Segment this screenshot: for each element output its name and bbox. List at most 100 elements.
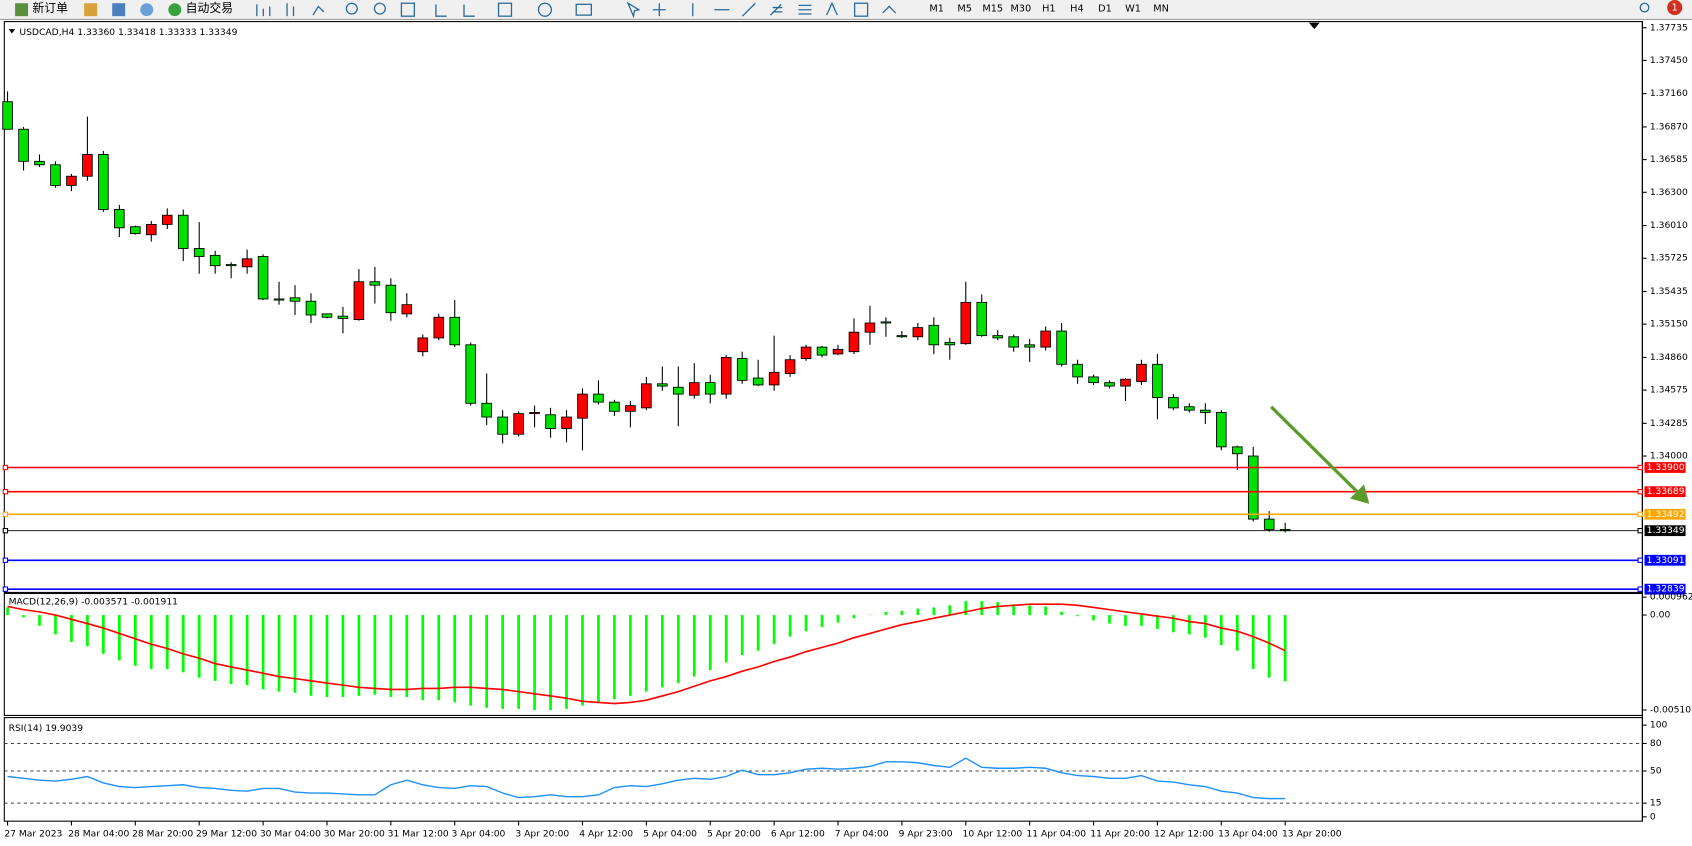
x-tick-label: 6 Apr 12:00 [771, 829, 825, 840]
x-tick-label: 27 Mar 2023 [4, 829, 62, 840]
button-label: 自动交易 [186, 1, 233, 15]
timeframe-button[interactable]: H4 [1070, 4, 1083, 15]
candle-body [704, 382, 716, 395]
icon[interactable] [497, 2, 513, 17]
toolbar [0, 0, 1692, 20]
candle-body [816, 346, 828, 356]
icon[interactable] [400, 2, 416, 17]
candle-body [864, 322, 876, 333]
candle-body [1200, 409, 1211, 413]
candle-body [1040, 330, 1051, 348]
icon[interactable] [84, 3, 98, 17]
level-label-box [1644, 525, 1686, 537]
level-label: 1.33689 [1647, 486, 1685, 497]
x-tick-label: 9 Apr 23:00 [899, 829, 953, 840]
candle-body [161, 214, 173, 225]
x-tick-label: 4 Apr 12:00 [579, 829, 633, 840]
candle-body [944, 342, 956, 346]
level-label: 1.32839 [1647, 584, 1685, 595]
icon[interactable] [140, 3, 154, 17]
y-tick-label: 80 [1650, 738, 1662, 749]
y-tick-label: 1.35725 [1650, 253, 1688, 264]
icon [15, 3, 29, 17]
candle-body [50, 164, 61, 186]
candle-body [241, 258, 253, 268]
symbol-menu-marker [8, 29, 16, 34]
notification-badge[interactable]: 1 [1667, 0, 1683, 16]
candle-body [273, 298, 285, 301]
timeframe-button[interactable]: M30 [1010, 4, 1031, 15]
timeframe-button[interactable]: H1 [1042, 4, 1055, 15]
candle-body [1104, 382, 1115, 387]
x-tick-label: 5 Apr 04:00 [643, 829, 697, 840]
new-order-button[interactable]: 新订单 [15, 1, 68, 17]
icon[interactable] [112, 3, 126, 17]
icon[interactable] [286, 3, 295, 17]
macd-signal-line [7, 603, 1286, 705]
level-label: 1.33492 [1647, 509, 1685, 520]
y-tick-label: 1.36300 [1650, 187, 1688, 198]
timeframe-button[interactable]: W1 [1125, 4, 1141, 15]
timeframe-button[interactable]: MN [1153, 4, 1169, 15]
icon[interactable] [463, 4, 475, 17]
candle-body [928, 324, 940, 346]
icon[interactable] [652, 3, 666, 17]
search-icon[interactable] [1639, 2, 1650, 13]
level-handle [2, 557, 9, 563]
y-tick-label: 1.35435 [1650, 286, 1688, 297]
icon[interactable] [575, 3, 592, 16]
icon[interactable] [626, 1, 641, 19]
indicator-title: MACD(12,26,9) -0.003571 -0.001911 [9, 597, 178, 608]
y-tick-label: -0.005107 [1650, 704, 1692, 715]
icon[interactable] [537, 2, 553, 17]
candle-body [1152, 363, 1163, 398]
candle-body [896, 335, 908, 338]
icon[interactable] [853, 2, 869, 17]
candle-body [1231, 446, 1243, 455]
icon[interactable] [256, 4, 271, 17]
y-tick-label: 1.34285 [1650, 418, 1688, 429]
timeframe-button[interactable]: M5 [957, 4, 972, 15]
y-tick-label: 1.36870 [1650, 121, 1688, 132]
icon[interactable] [312, 5, 325, 16]
level-label-box [1644, 462, 1686, 473]
icon[interactable] [770, 3, 783, 16]
x-tick-label: 28 Mar 20:00 [132, 829, 193, 840]
icon[interactable] [825, 1, 838, 16]
candle-body [353, 281, 365, 321]
candle-body [1263, 518, 1275, 530]
x-tick-label: 29 Mar 12:00 [196, 829, 257, 840]
icon[interactable] [798, 4, 812, 15]
level-label-box [1644, 486, 1686, 498]
icon[interactable] [435, 4, 447, 17]
level-label: 1.33900 [1647, 462, 1685, 473]
candle-body [720, 356, 732, 395]
badge [1667, 0, 1683, 16]
candle-body [177, 214, 189, 249]
candle-body [82, 154, 93, 177]
candle-body [561, 416, 572, 429]
auto-trading-button[interactable]: 自动交易 [168, 1, 233, 17]
candle-body [832, 348, 844, 355]
rsi-line [7, 757, 1286, 800]
timeframe-button[interactable]: M15 [982, 4, 1003, 15]
icon[interactable] [882, 5, 897, 14]
chart-subtitle: USDCAD,H4 1.33360 1.33418 1.33333 1.3334… [19, 27, 237, 38]
level-handle [1637, 527, 1643, 534]
timeframe-button[interactable]: D1 [1098, 4, 1112, 15]
candle-body [18, 128, 29, 162]
icon[interactable] [373, 2, 386, 15]
y-tick-label: 1.37160 [1650, 88, 1688, 99]
level-handle [1637, 586, 1643, 592]
timeframe-button[interactable]: M1 [929, 4, 944, 15]
icon[interactable] [741, 2, 756, 17]
candle-body [1088, 376, 1099, 384]
x-tick-label: 11 Apr 20:00 [1090, 829, 1150, 840]
candle-body [657, 383, 668, 387]
candle-body [1216, 412, 1227, 448]
icon[interactable] [345, 2, 358, 15]
icon [168, 3, 182, 17]
candle-body [1136, 363, 1147, 382]
